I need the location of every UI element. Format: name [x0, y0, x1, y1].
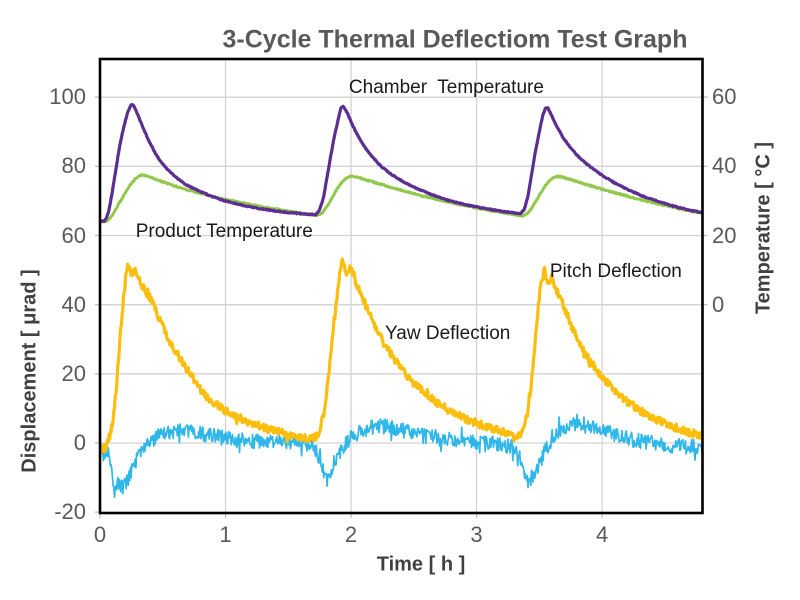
y-tick-label-right: 60	[712, 84, 737, 110]
series-line-yaw-deflection	[100, 413, 703, 499]
y-tick-label-right: 0	[712, 291, 725, 317]
y-tick-label-left: 100	[49, 84, 86, 110]
x-tick-label: 0	[93, 522, 107, 547]
y-tick-label-left: 20	[61, 360, 86, 386]
y-tick-label-left: 0	[73, 430, 86, 455]
y-tick-label-left: 60	[61, 222, 86, 248]
x-tick-label: 1	[219, 522, 232, 547]
y-tick-label-right: 20	[712, 222, 737, 248]
series-line-pitch-deflection	[100, 257, 703, 455]
y-tick-label-left: 40	[61, 291, 86, 317]
x-tick-label: 2	[344, 522, 358, 547]
series-label-chamber-temperature: Chamber Temperature	[348, 76, 544, 98]
series-label-yaw-deflection: Yaw Deflection	[385, 323, 511, 345]
y-axis-title-left: Displacement [ μrad ]	[18, 269, 41, 473]
series-label-product-temperature: Product Temperature	[135, 221, 313, 243]
series-line-chamber-temperature	[100, 103, 703, 224]
y-tick-label-left: -20	[54, 499, 86, 525]
y-tick-label-right: 40	[712, 153, 737, 179]
y-axis-title-right: Temperature [ °C ]	[752, 141, 775, 315]
series-label-pitch-deflection: Pitch Deflection	[549, 260, 682, 282]
x-tick-label: 3	[470, 522, 483, 547]
chart-title: 3-Cycle Thermal Deflectiom Test Graph	[222, 25, 688, 54]
x-tick-label: 4	[595, 522, 609, 547]
plot-border	[98, 57, 704, 515]
y-tick-label-left: 80	[61, 153, 86, 179]
x-axis-title: Time [ h ]	[376, 553, 466, 576]
